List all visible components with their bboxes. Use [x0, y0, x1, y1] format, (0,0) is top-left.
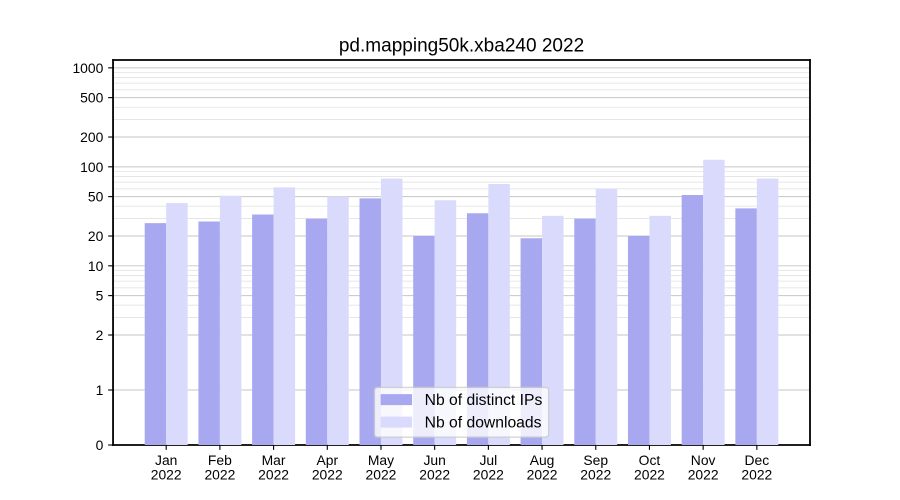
svg-text:Mar: Mar [262, 452, 286, 468]
svg-text:Jun: Jun [423, 452, 445, 468]
svg-text:Nb of distinct IPs: Nb of distinct IPs [425, 392, 543, 409]
svg-text:Jul: Jul [479, 452, 497, 468]
svg-text:Nov: Nov [691, 452, 716, 468]
svg-text:2022: 2022 [204, 467, 235, 483]
svg-text:100: 100 [80, 159, 103, 175]
svg-text:pd.mapping50k.xba240 2022: pd.mapping50k.xba240 2022 [339, 36, 584, 57]
svg-text:2022: 2022 [634, 467, 665, 483]
svg-text:Oct: Oct [639, 452, 661, 468]
svg-text:2022: 2022 [527, 467, 558, 483]
svg-text:0: 0 [96, 437, 104, 453]
svg-text:50: 50 [88, 189, 104, 205]
svg-text:500: 500 [80, 90, 103, 106]
svg-text:May: May [368, 452, 394, 468]
svg-text:5: 5 [96, 288, 104, 304]
svg-text:20: 20 [88, 228, 104, 244]
svg-text:2: 2 [96, 327, 104, 343]
svg-text:1: 1 [96, 382, 104, 398]
svg-text:10: 10 [88, 258, 104, 274]
svg-text:2022: 2022 [312, 467, 343, 483]
svg-text:2022: 2022 [419, 467, 450, 483]
svg-text:Apr: Apr [316, 452, 338, 468]
svg-text:2022: 2022 [688, 467, 719, 483]
svg-text:2022: 2022 [258, 467, 289, 483]
svg-text:Feb: Feb [208, 452, 232, 468]
svg-text:Jan: Jan [155, 452, 177, 468]
svg-text:2022: 2022 [151, 467, 182, 483]
svg-text:1000: 1000 [72, 60, 103, 76]
svg-text:Nb of downloads: Nb of downloads [425, 415, 542, 432]
svg-text:Aug: Aug [530, 452, 555, 468]
svg-text:2022: 2022 [741, 467, 772, 483]
svg-text:2022: 2022 [580, 467, 611, 483]
svg-text:Dec: Dec [744, 452, 769, 468]
svg-text:Sep: Sep [583, 452, 608, 468]
svg-text:200: 200 [80, 129, 103, 145]
svg-text:2022: 2022 [473, 467, 504, 483]
svg-text:2022: 2022 [366, 467, 397, 483]
